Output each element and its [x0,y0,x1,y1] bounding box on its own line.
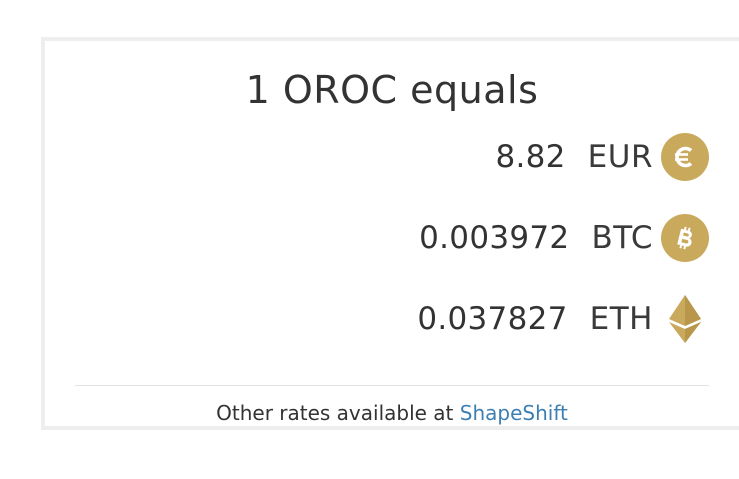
divider [75,385,709,386]
ethereum-icon [661,295,709,343]
footer-text: Other rates available at [216,401,460,425]
rate-row-btc: 0.003972 BTC [419,214,709,262]
rate-value-eth: 0.037827 [417,301,568,337]
rate-title: 1 OROC equals [245,68,539,112]
bitcoin-icon [661,214,709,262]
rate-value-eur: 8.82 [495,139,566,175]
rate-row-eur: 8.82 EUR [495,133,709,181]
rate-unit-btc: BTC [591,220,653,256]
rate-card: 1 OROC equals 8.82 EUR 0.003972 BTC [41,37,739,430]
rate-row-eth: 0.037827 ETH [417,295,709,343]
rate-value-btc: 0.003972 [419,220,570,256]
shapeshift-link[interactable]: ShapeShift [459,401,568,425]
rate-unit-eth: ETH [589,301,653,337]
rate-unit-eur: EUR [587,139,653,175]
euro-icon [661,133,709,181]
footer-note: Other rates available at ShapeShift [45,401,739,425]
